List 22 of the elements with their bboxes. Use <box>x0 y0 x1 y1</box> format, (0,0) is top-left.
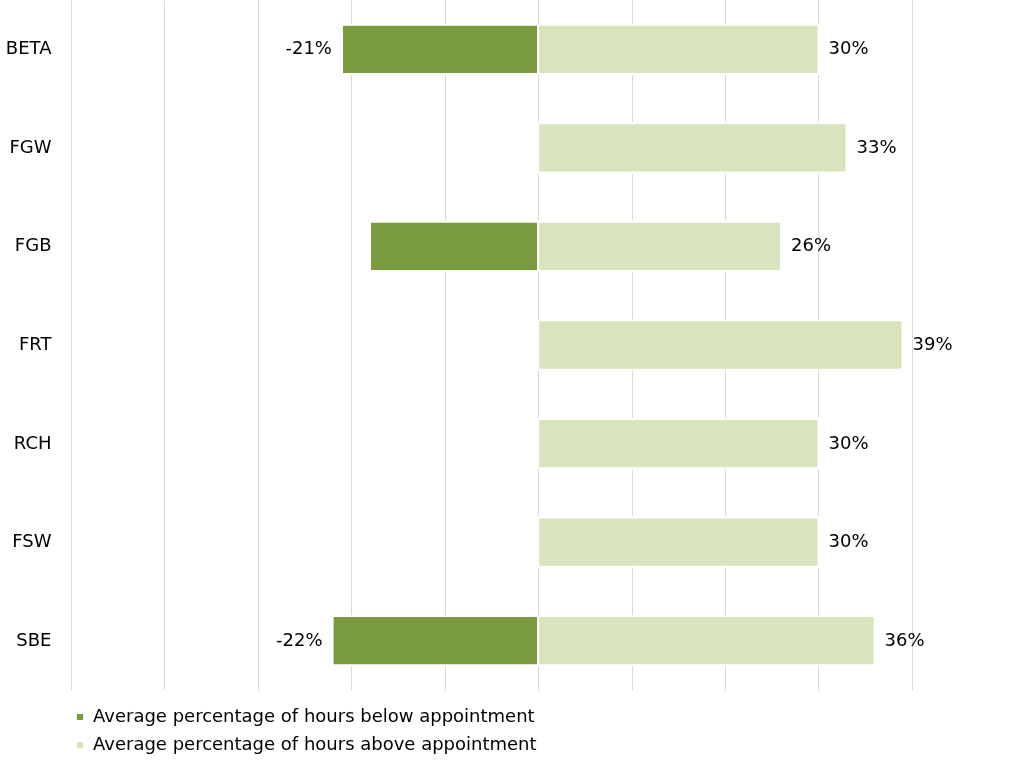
data-label: -21% <box>285 37 332 59</box>
y-tick-label: RCH <box>13 431 52 453</box>
data-label: 30% <box>828 37 869 59</box>
bar <box>537 417 820 470</box>
y-tick-label: SBE <box>16 628 52 650</box>
data-label: 39% <box>912 333 953 354</box>
y-tick-label: FGW <box>9 135 52 157</box>
data-label: 36% <box>884 628 925 650</box>
y-tick-label: FSW <box>12 530 52 552</box>
legend-label: Average percentage of hours above appointment <box>93 733 537 754</box>
bar <box>537 319 904 371</box>
y-tick-label: FGB <box>14 234 52 256</box>
data-label: 33% <box>856 135 897 157</box>
y-tick-label: FRT <box>18 333 53 354</box>
bar <box>537 122 848 174</box>
data-label: -22% <box>276 628 323 650</box>
legend-label: Average percentage of hours below appointment <box>93 705 535 726</box>
data-label: 30% <box>828 530 869 552</box>
y-tick-label: BETA <box>5 37 53 59</box>
bar <box>537 516 820 568</box>
data-label: 26% <box>791 234 832 256</box>
data-label: 30% <box>828 431 869 453</box>
